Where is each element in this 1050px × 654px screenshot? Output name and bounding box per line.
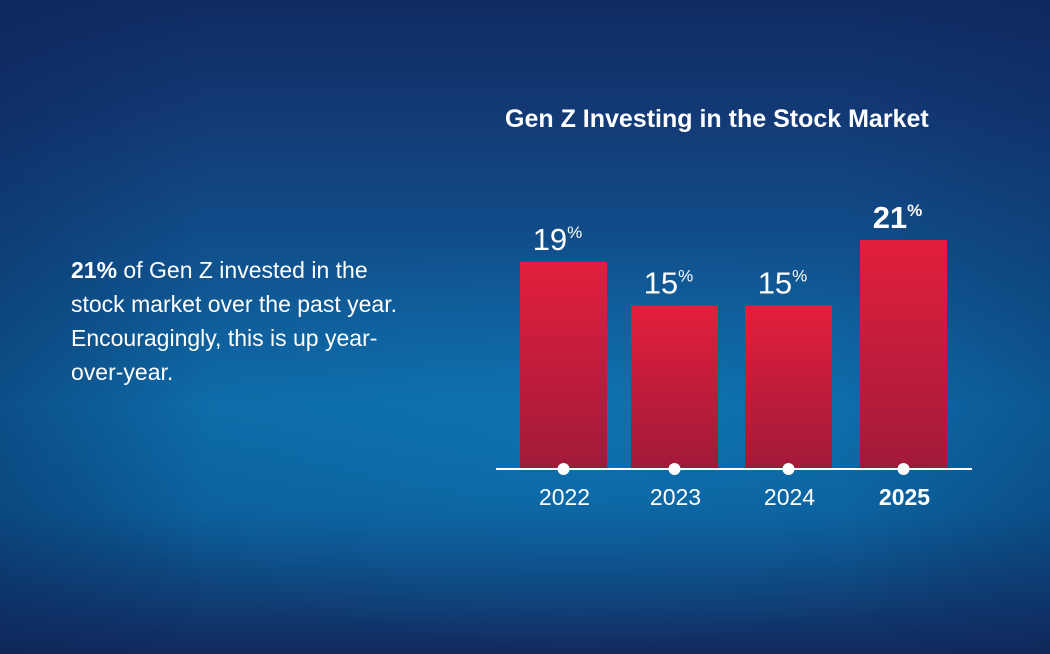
bar-2024 xyxy=(745,305,832,469)
value-label-2023: 15% xyxy=(644,265,694,300)
axis-dot-2025 xyxy=(897,463,910,475)
tick-label-2023: 2023 xyxy=(650,484,701,510)
bar-2025 xyxy=(860,240,947,469)
summary-highlight: 21% xyxy=(71,257,118,283)
value-label-2022: 19% xyxy=(533,222,583,257)
axis-dot-2024 xyxy=(782,463,795,475)
tick-label-2025: 2025 xyxy=(879,484,930,510)
tick-label-2022: 2022 xyxy=(539,484,590,510)
summary-text: 21% of Gen Z invested in the stock marke… xyxy=(71,253,401,389)
bar-2022 xyxy=(520,261,607,469)
tick-label-2024: 2024 xyxy=(764,484,815,510)
bar-2023 xyxy=(631,305,718,469)
axis-dot-2022 xyxy=(557,463,570,475)
value-label-2024: 15% xyxy=(758,265,808,300)
value-label-2025: 21% xyxy=(873,200,923,235)
axis-dot-2023 xyxy=(668,463,681,475)
chart-title: Gen Z Investing in the Stock Market xyxy=(505,105,929,133)
summary-body: of Gen Z invested in the stock market ov… xyxy=(71,257,397,385)
